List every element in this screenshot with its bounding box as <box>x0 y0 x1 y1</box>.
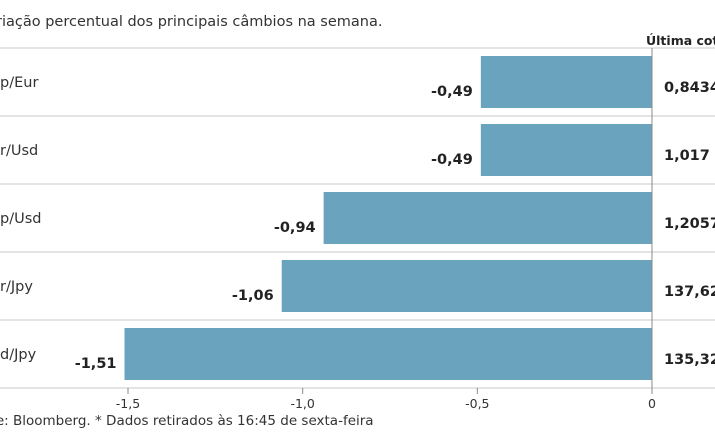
category-label: p/Usd <box>0 211 41 227</box>
x-tick-label: 0 <box>648 396 656 411</box>
last-quote: 1,017 <box>664 148 710 164</box>
last-quote-header: Última cotaç <box>646 33 715 48</box>
category-label: d/Jpy <box>0 347 37 363</box>
value-label: -0,49 <box>431 84 473 100</box>
category-label: r/Jpy <box>0 279 33 295</box>
bar-1 <box>480 124 652 176</box>
bar-0 <box>480 56 652 108</box>
value-label: -1,51 <box>75 356 117 372</box>
bar-2 <box>323 192 652 244</box>
value-label: -1,06 <box>232 288 274 304</box>
category-label: r/Usd <box>0 143 38 159</box>
chart-subtitle: riação percentual dos principais câmbios… <box>0 14 383 30</box>
x-tick-label: -1,0 <box>290 396 314 411</box>
value-label: -0,49 <box>431 152 473 168</box>
bar-3 <box>281 260 652 312</box>
x-tick-label: -0,5 <box>465 396 489 411</box>
category-label: p/Eur <box>0 75 38 91</box>
last-quote: 135,32 <box>664 352 715 368</box>
last-quote: 137,62 <box>664 284 715 300</box>
source-note: nte: Bloomberg. * Dados retirados às 16:… <box>0 413 374 429</box>
bar-4 <box>124 328 653 380</box>
value-label: -0,94 <box>274 220 316 236</box>
last-quote: 1,2057 <box>664 216 715 232</box>
last-quote: 0,84346 <box>664 80 715 96</box>
x-tick-label: -1,5 <box>116 396 140 411</box>
